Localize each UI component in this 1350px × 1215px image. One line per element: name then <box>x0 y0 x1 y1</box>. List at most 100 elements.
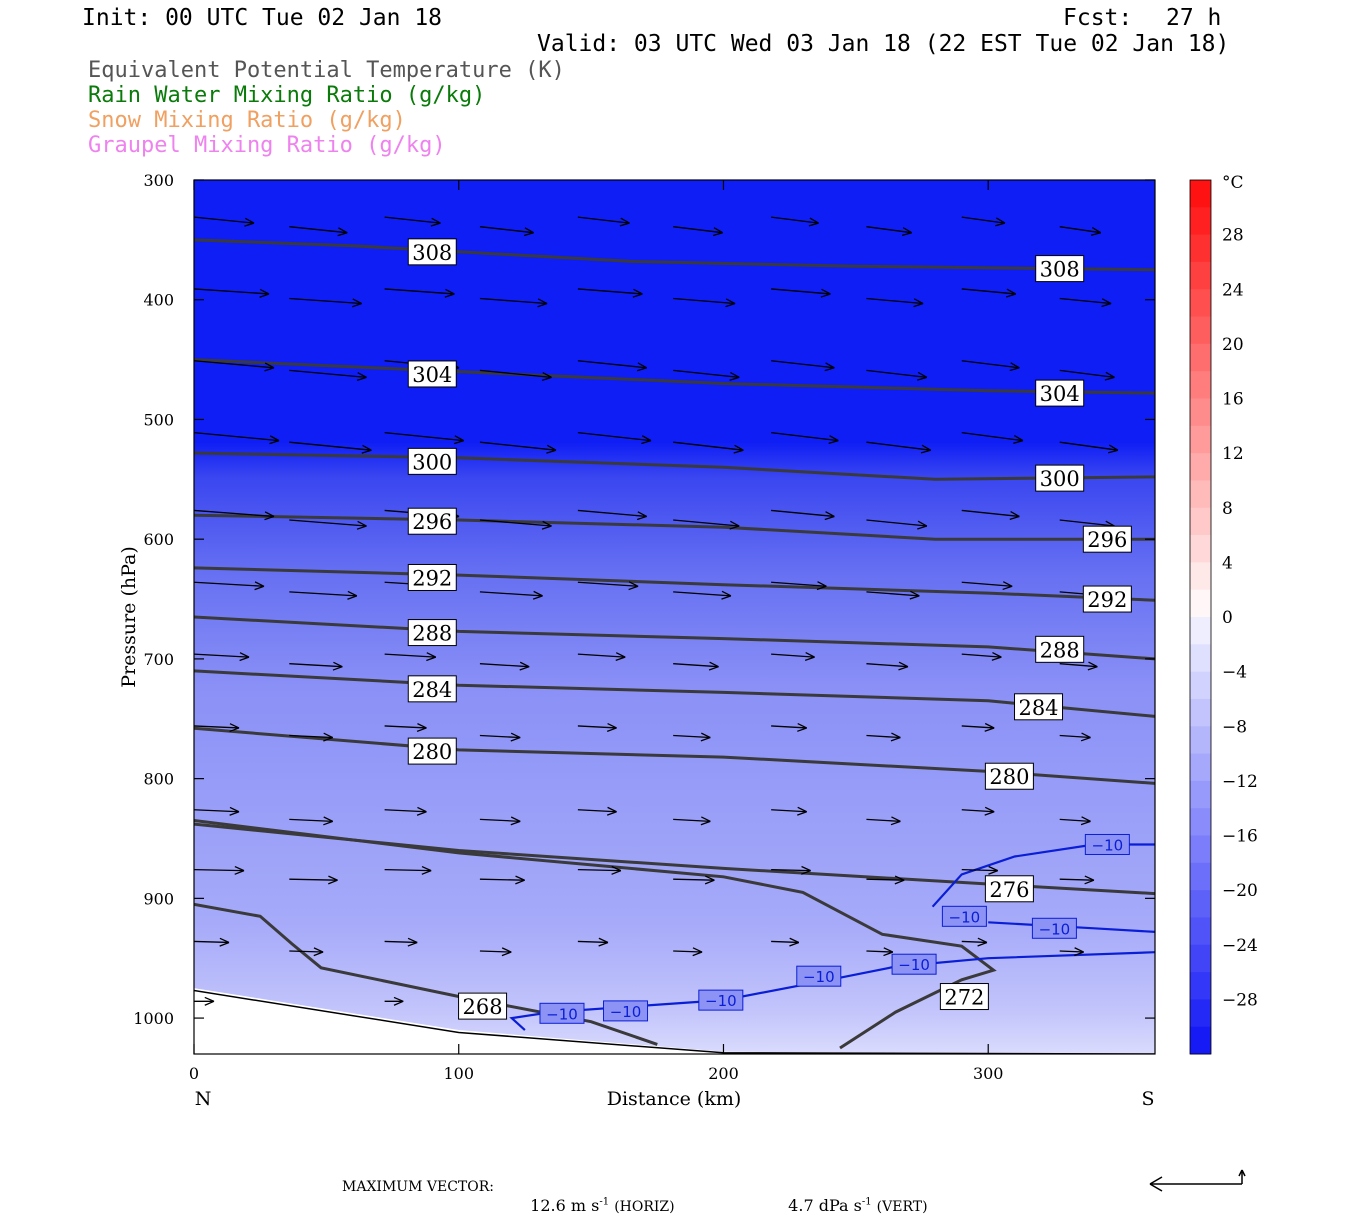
temperature-label-box <box>1084 833 1130 855</box>
temperature-label-text: −10 <box>705 992 737 1010</box>
theta-e-label-text: 292 <box>412 566 452 590</box>
theta-e-label-box <box>1035 635 1085 663</box>
y-axis-label: Pressure (hPa) <box>118 546 140 688</box>
wind-vector <box>577 806 617 816</box>
forecast-label: Fcst: <box>1063 5 1133 31</box>
colorbar-tick-label: −8 <box>1222 717 1247 737</box>
theta-e-label-text: 296 <box>412 510 452 534</box>
y-tick-label: 1000 <box>133 1009 174 1028</box>
wind-vector <box>289 947 324 957</box>
theta-e-label-text: 292 <box>1087 588 1127 612</box>
wind-vector <box>961 651 1002 661</box>
colorbar-swatch <box>1190 890 1211 918</box>
wind-vector <box>193 865 245 875</box>
theta-e-label-box <box>984 762 1034 790</box>
colorbar-swatch <box>1190 862 1211 891</box>
theta-e-label: 288 <box>407 619 457 647</box>
wind-vector <box>673 226 723 237</box>
theta-e-label-text: 268 <box>463 995 503 1019</box>
wind-vector <box>479 226 534 237</box>
wind-vector <box>479 519 552 530</box>
y-tick-label: 900 <box>143 889 174 908</box>
wind-vector <box>289 816 334 826</box>
wind-vector <box>771 216 819 227</box>
field-label-graupel: Graupel Mixing Ratio (g/kg) <box>88 133 446 158</box>
colorbar-swatch <box>1190 698 1211 727</box>
temperature-label: −10 <box>941 905 987 927</box>
temperature-label: −10 <box>796 965 842 987</box>
wind-vector <box>193 723 240 733</box>
wind-vector <box>289 661 343 671</box>
colorbar-tick-label: −24 <box>1222 936 1258 956</box>
wind-vector <box>577 431 652 445</box>
temperature-label-box <box>891 953 937 975</box>
wind-vector <box>384 431 464 445</box>
x-tick-label: 0 <box>189 1064 199 1083</box>
wind-vector <box>961 581 1013 591</box>
wind-vector <box>479 816 521 826</box>
theta-e-contour-272 <box>194 902 658 1046</box>
wind-vector <box>384 723 427 733</box>
x-tick-label: 200 <box>708 1064 739 1083</box>
theta-e-label: 288 <box>1035 635 1085 663</box>
wind-vector <box>289 875 338 885</box>
wind-vector <box>479 369 552 381</box>
x-axis-label: Distance (km) <box>607 1088 742 1110</box>
colorbar-swatch <box>1190 671 1211 700</box>
wind-vector <box>384 865 432 875</box>
theta-e-label: 300 <box>1035 464 1085 492</box>
wind-vector <box>577 509 647 521</box>
temperature-label-text: −10 <box>546 1005 578 1023</box>
temperature-label-box <box>698 989 744 1011</box>
theta-e-label: 308 <box>407 238 457 266</box>
terrain-fill <box>194 988 1155 1054</box>
wind-vector <box>289 226 348 237</box>
wind-vector <box>673 369 740 381</box>
theta-e-label-text: 288 <box>412 622 452 646</box>
temperature-label-box <box>603 1000 649 1022</box>
wind-vector <box>384 652 437 662</box>
colorbar-swatch <box>1190 343 1211 372</box>
theta-e-label-text: 276 <box>989 878 1029 902</box>
wind-vector <box>193 360 275 372</box>
theta-e-label-text: 296 <box>1087 528 1127 552</box>
plot-frame <box>193 179 1156 1055</box>
max-vector-horiz-value: 12.6 m s <box>530 1196 600 1215</box>
wind-vector <box>479 947 512 957</box>
theta-e-label: 300 <box>407 447 457 475</box>
theta-e-label-box <box>984 875 1034 903</box>
colorbar-swatch <box>1190 917 1211 946</box>
wind-vector <box>479 441 557 454</box>
theta-e-label: 296 <box>1082 525 1132 553</box>
colorbar-tick-label: 24 <box>1222 280 1244 300</box>
colorbar-swatch <box>1190 562 1211 591</box>
colorbar-swatch <box>1190 944 1211 973</box>
wind-vector <box>1059 947 1084 957</box>
y-tick-label: 700 <box>143 650 174 669</box>
wind-vector <box>577 216 630 227</box>
y-tick-label: 500 <box>143 410 174 429</box>
wind-vector <box>479 661 530 671</box>
theta-e-label-text: 304 <box>412 363 452 387</box>
wind-vector <box>193 937 230 947</box>
colorbar-tick-label: 4 <box>1222 553 1233 573</box>
temperature-label: −10 <box>1084 833 1130 855</box>
colorbar-swatch <box>1190 371 1211 399</box>
wind-vector <box>961 509 1020 520</box>
temperature-label-text: −10 <box>1092 836 1124 854</box>
wind-vector <box>384 937 418 947</box>
max-vector-vert: 4.7 dPa s-1 (VERT) <box>778 1177 928 1215</box>
colorbar-swatch <box>1190 753 1211 782</box>
x-end-label-north: N <box>195 1088 212 1110</box>
max-vector-vert-tag: (VERT) <box>876 1199 928 1215</box>
wind-vector <box>289 732 334 742</box>
wind-vector <box>673 947 703 957</box>
theta-e-label-box <box>407 619 457 647</box>
plot-area <box>194 180 1155 1054</box>
theta-e-label: 284 <box>1014 693 1064 721</box>
theta-e-label: 292 <box>1082 585 1132 613</box>
wind-vector <box>771 581 827 591</box>
x-tick-label: 100 <box>443 1064 474 1083</box>
wind-vector <box>866 297 924 308</box>
